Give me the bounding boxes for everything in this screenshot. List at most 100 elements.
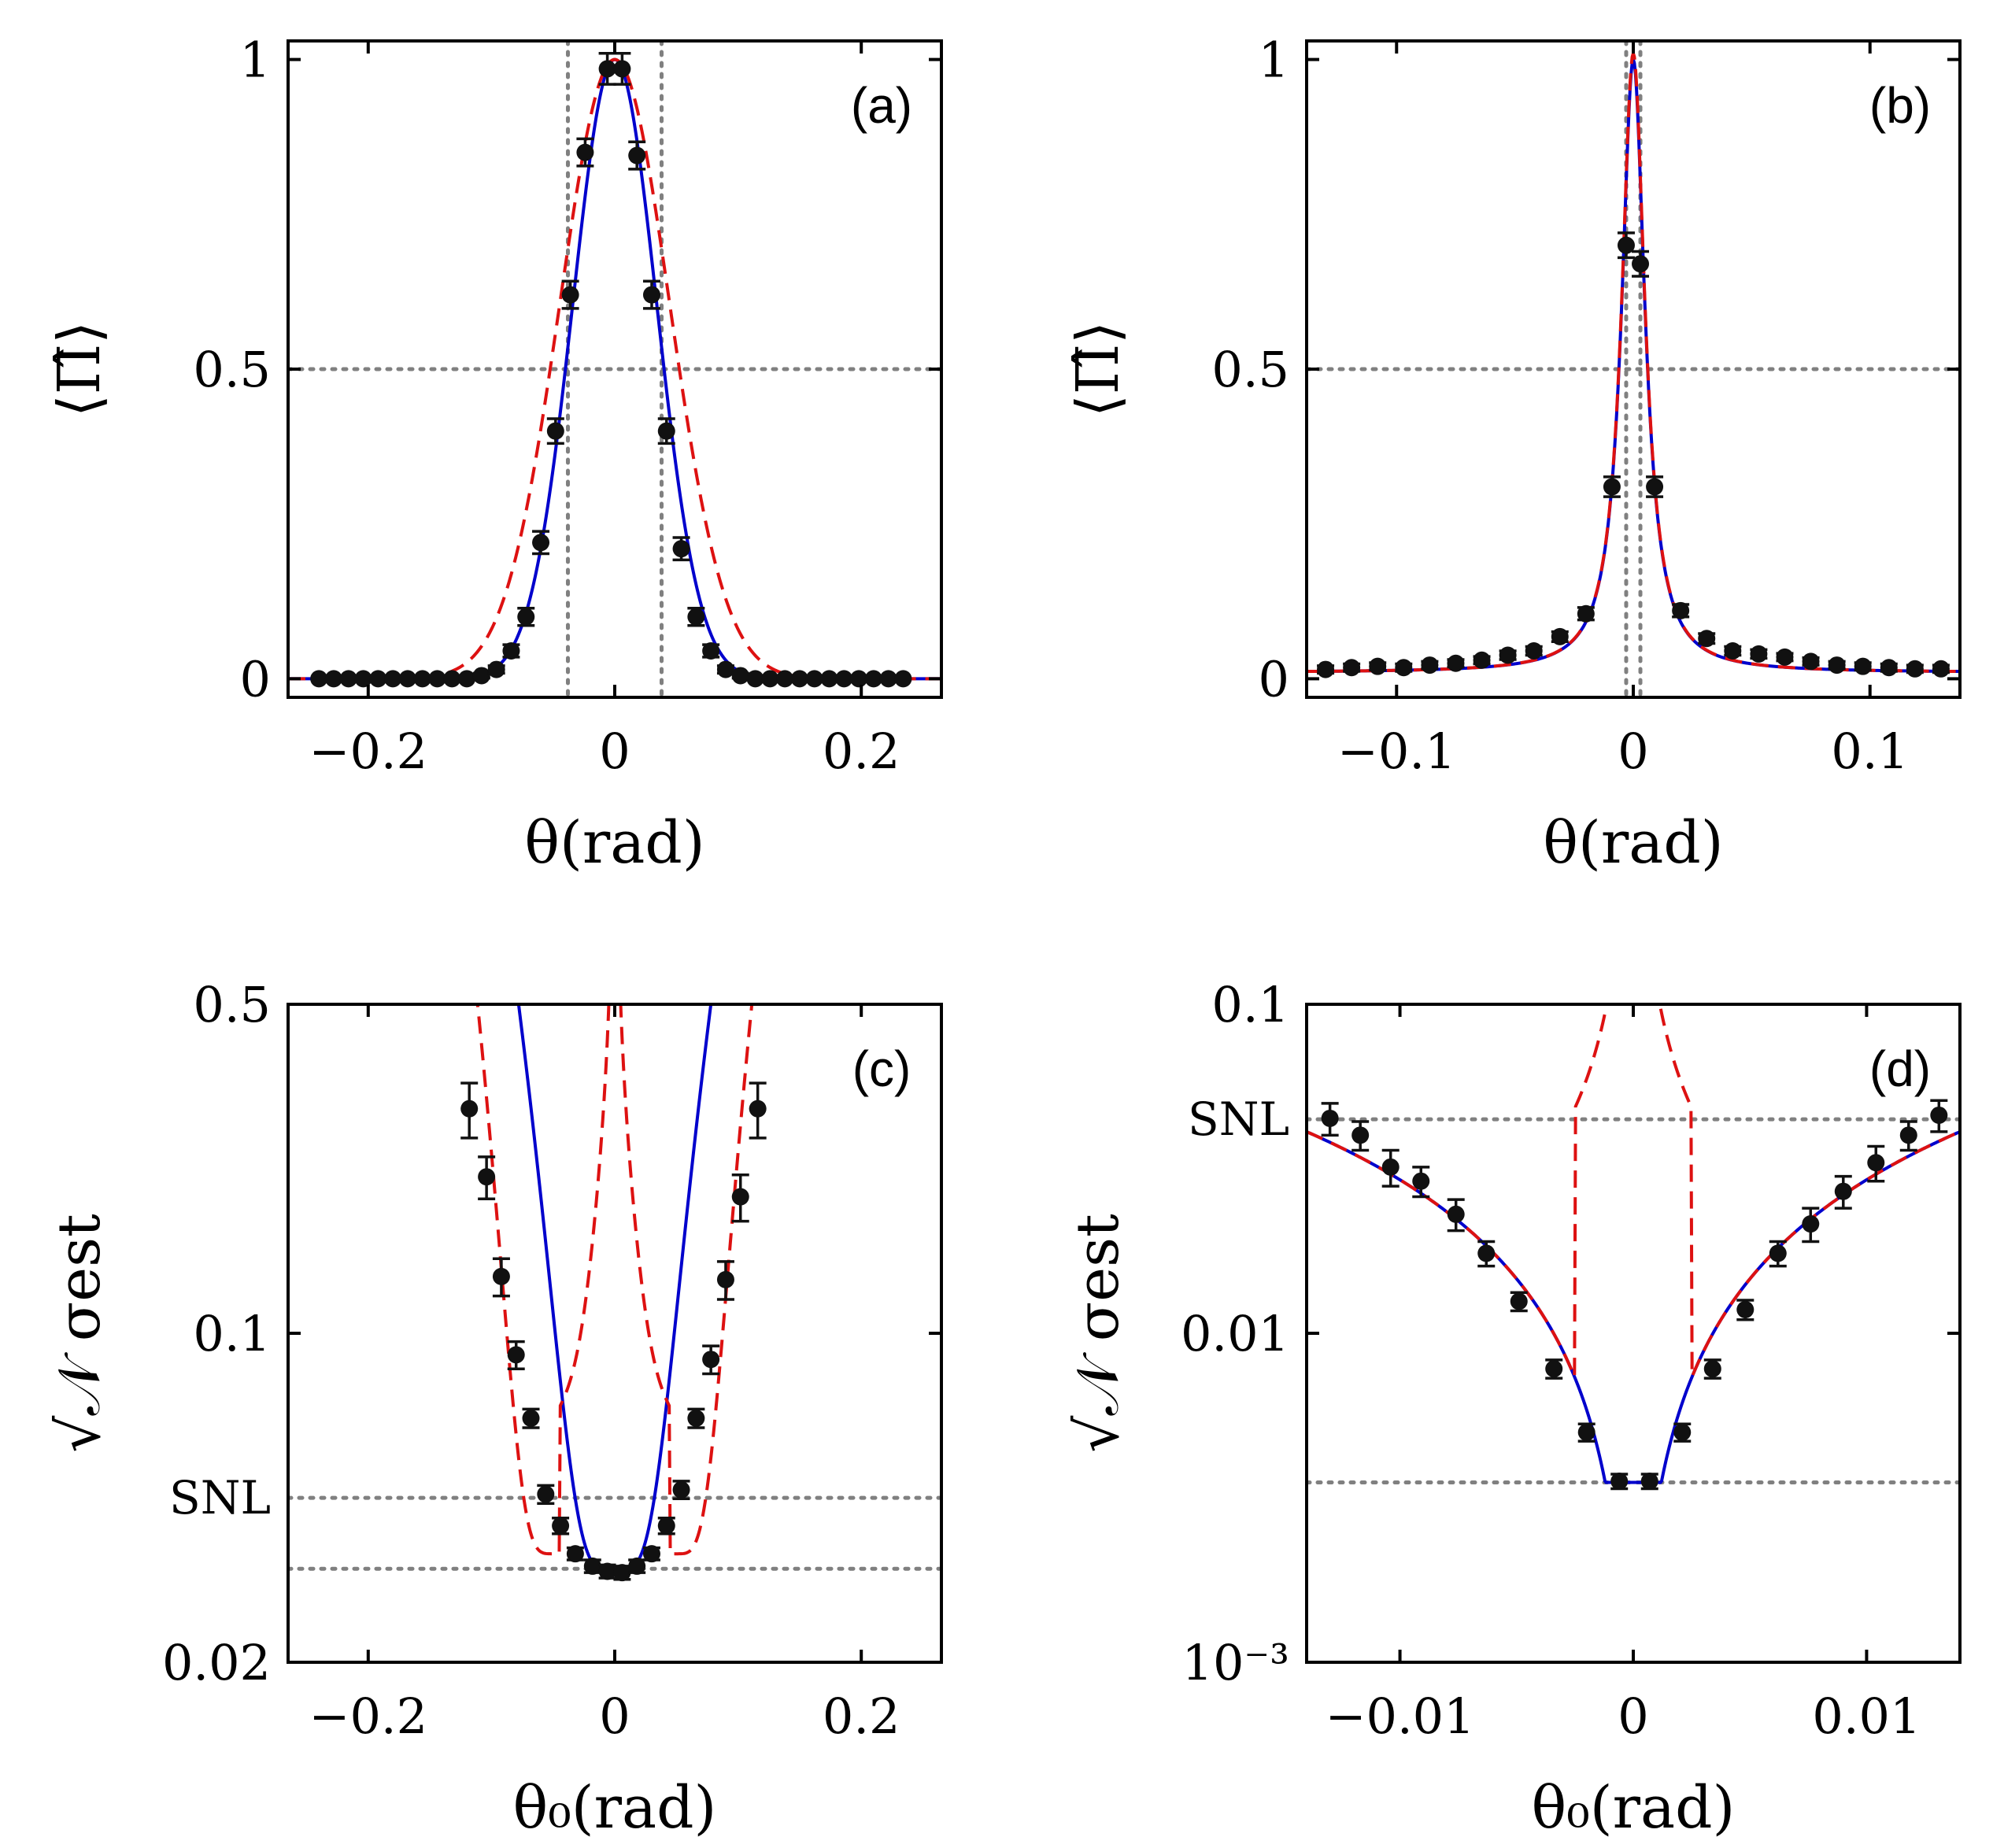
y-axis-label: ⟨Π̂⟩ [1064,321,1132,417]
data-point [517,608,535,626]
y-axis-label: ⟨Π̂⟩ [46,321,113,417]
data-point [1899,1126,1917,1144]
data-point [1577,1423,1596,1441]
data-point [532,534,550,552]
x-axis-label: θ₀(rad) [513,1774,717,1842]
y-tick-label: 0.1 [1211,976,1289,1033]
data-point [702,1351,720,1369]
data-point [1703,1360,1721,1378]
y-tick-label: 0.02 [162,1634,271,1691]
data-point [835,670,853,688]
x-tick-label: −0.2 [309,1687,428,1745]
data-point [628,146,646,164]
data-point [1802,1215,1820,1233]
data-point [850,670,868,688]
y-tick-label: 0.5 [193,341,271,398]
x-tick-label: 0 [599,723,630,780]
data-point [561,286,579,304]
data-point [1317,660,1335,678]
plot-area [1307,41,1960,697]
data-point [1525,641,1543,660]
data-point [613,60,631,78]
data-point [1499,646,1517,664]
y-tick-label: 1 [240,31,271,89]
data-point [1867,1154,1885,1172]
data-point [324,670,342,688]
data-point [1632,255,1650,273]
y-tick-label: 0 [1259,650,1289,708]
y-axis-label: √𝒩 σest [1064,1214,1132,1453]
data-point [460,1100,479,1118]
data-point [552,1517,570,1535]
data-point [1577,604,1595,623]
x-tick-label: 0 [1618,723,1648,780]
data-point [731,1188,749,1206]
x-axis-label: θ₀(rad) [1532,1774,1736,1842]
y-tick-label: 10⁻³ [1182,1634,1289,1691]
x-tick-label: 0.1 [1831,723,1909,780]
data-point [507,1346,525,1364]
data-point [1343,659,1361,677]
data-point [1603,478,1621,496]
data-point [1351,1126,1370,1144]
data-point [716,660,734,678]
data-point [1412,1172,1430,1190]
plot-area [288,1004,941,1582]
data-point [1828,656,1846,675]
data-point [628,1557,646,1575]
data-point [310,670,328,688]
data-point [1646,478,1664,496]
panel-c: −0.2 0 0.2 0.02 0.1 0.5 SNL (c) θ₀(rad) √𝒩 σest [46,976,943,1842]
data-point [443,670,461,688]
data-point [1610,1473,1629,1491]
data-point [1932,660,1950,678]
data-point [1421,656,1439,675]
panel-tag: (d) [1869,1040,1931,1097]
data-point [1736,1300,1755,1318]
x-tick-label: 0 [1618,1687,1648,1745]
data-point [672,1480,690,1499]
plot-area [288,41,941,697]
data-point [879,670,897,688]
panel-tag: (c) [852,1040,911,1097]
data-point [702,641,720,660]
plot-area [1307,1004,1960,1491]
data-point [566,1545,584,1563]
x-tick-label: −0.01 [1326,1687,1475,1745]
data-point [458,670,476,688]
x-tick-label: −0.1 [1337,723,1456,780]
data-point [805,670,823,688]
data-point [790,670,808,688]
y-tick-label: 0.01 [1181,1305,1289,1362]
data-point [537,1485,555,1503]
data-point [1673,1423,1692,1441]
data-point [413,670,431,688]
data-point [492,1267,510,1285]
data-point [1473,651,1491,669]
data-point [583,1557,601,1575]
data-point [1447,654,1465,672]
data-point [1698,630,1716,648]
panel-d: −0.01 0 0.01 10⁻³ 0.01 0.1 SNL (d) θ₀(rad) √𝒩 σes… [1064,976,1962,1842]
x-axis-label: θ(rad) [1543,809,1723,877]
data-point [1802,652,1820,671]
data-point [749,1100,767,1118]
panel-a: −0.2 0 0.2 0 0.5 1 (a) θ(rad) ⟨Π̂⟩ [46,31,943,877]
data-point [598,1562,616,1580]
y-tick-label: 1 [1259,31,1289,89]
data-point [1369,657,1387,675]
data-point [398,670,416,688]
data-point [672,540,690,558]
data-point [731,667,749,685]
data-point [1776,648,1794,666]
x-tick-label: −0.2 [309,723,428,780]
data-point [522,1409,540,1427]
data-point [657,422,675,440]
data-point [1640,1473,1658,1491]
data-point [1510,1292,1528,1310]
data-point [546,422,564,440]
data-point [776,670,794,688]
x-tick-label: 0.01 [1812,1687,1921,1745]
